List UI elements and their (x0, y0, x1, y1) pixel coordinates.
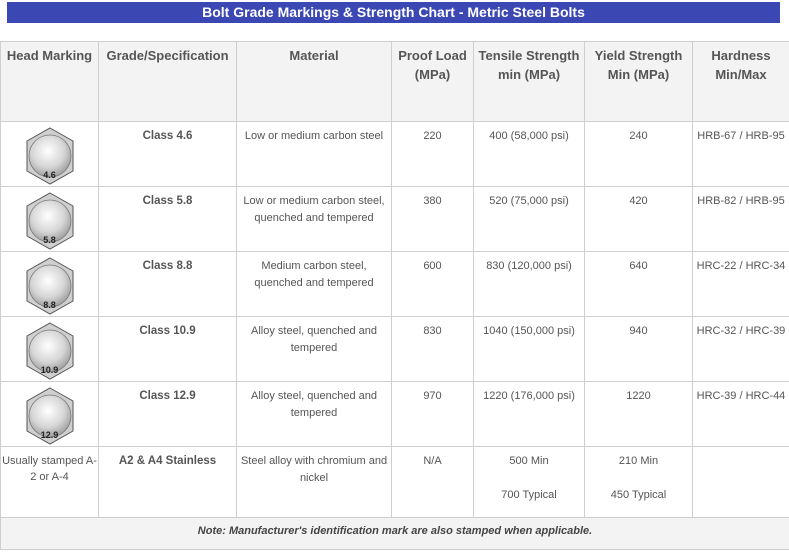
tensile-cell: 830 (120,000 psi) (473, 251, 585, 317)
material-cell: Alloy steel, quenched and tempered (236, 316, 392, 382)
bolt-head-icon: 8.8 (24, 256, 76, 316)
tensile-cell: 500 Min 700 Typical (473, 446, 585, 518)
tensile-cell: 1220 (176,000 psi) (473, 381, 585, 447)
material-cell: Low or medium carbon steel (236, 121, 392, 187)
head-marking-label: 8.8 (43, 299, 56, 310)
tensile-min: 500 Min (509, 455, 549, 467)
bolt-head-icon: 12.9 (24, 386, 76, 446)
yield-cell: 940 (584, 316, 693, 382)
col-yield: Yield Strength Min (MPa) (584, 41, 693, 122)
grade-cell: Class 4.6 (98, 121, 237, 187)
bolt-head-icon: 10.9 (24, 321, 76, 381)
yield-typical: 450 Typical (610, 488, 667, 501)
stamp-marking: Usually stamped A-2 or A-4 (0, 446, 99, 518)
hardness-cell (692, 446, 789, 518)
grade-cell: Class 8.8 (98, 251, 237, 317)
note-row: Note: Manufacturer's identification mark… (0, 517, 789, 550)
tensile-cell: 400 (58,000 psi) (473, 121, 585, 187)
yield-cell: 240 (584, 121, 693, 187)
head-marking-cell: 8.8 (0, 251, 99, 317)
col-material: Material (236, 41, 392, 122)
proof-cell: 830 (391, 316, 474, 382)
col-hardness: Hardness Min/Max (692, 41, 789, 122)
tensile-cell: 1040 (150,000 psi) (473, 316, 585, 382)
head-marking-label: 5.8 (43, 234, 56, 245)
table-row: 12.9 Class 12.9 Alloy steel, quenched and … (0, 381, 789, 447)
footnote: Note: Manufacturer's identification mark… (0, 517, 789, 550)
hardness-cell: HRC-22 / HRC-34 (692, 251, 789, 317)
material-cell: Alloy steel, quenched and tempered (236, 381, 392, 447)
yield-cell: 1220 (584, 381, 693, 447)
grade-cell: Class 10.9 (98, 316, 237, 382)
proof-cell: 600 (391, 251, 474, 317)
proof-cell: 970 (391, 381, 474, 447)
col-grade: Grade/Specification (98, 41, 237, 122)
head-marking-cell: 10.9 (0, 316, 99, 382)
yield-cell: 420 (584, 186, 693, 252)
hardness-cell: HRB-82 / HRB-95 (692, 186, 789, 252)
table-row: 5.8 Class 5.8 Low or medium carbon steel, … (0, 186, 789, 252)
page-title: Bolt Grade Markings & Strength Chart - M… (7, 2, 780, 23)
col-proof-load: Proof Load (MPa) (391, 41, 474, 122)
tensile-cell: 520 (75,000 psi) (473, 186, 585, 252)
grade-cell: Class 5.8 (98, 186, 237, 252)
bolt-grade-table: Head Marking Grade/Specification Materia… (0, 41, 789, 550)
proof-cell: N/A (391, 446, 474, 518)
material-cell: Low or medium carbon steel, quenched and… (236, 186, 392, 252)
head-marking-cell: 5.8 (0, 186, 99, 252)
material-cell: Steel alloy with chromium and nickel (236, 446, 392, 518)
material-cell: Medium carbon steel, quenched and temper… (236, 251, 392, 317)
hardness-cell: HRC-32 / HRC-39 (692, 316, 789, 382)
table-row: Usually stamped A-2 or A-4 A2 & A4 Stain… (0, 446, 789, 518)
grade-cell: Class 12.9 (98, 381, 237, 447)
bolt-head-icon: 4.6 (24, 126, 76, 186)
proof-cell: 380 (391, 186, 474, 252)
proof-cell: 220 (391, 121, 474, 187)
head-marking-label: 4.6 (43, 169, 56, 180)
col-tensile: Tensile Strength min (MPa) (473, 41, 585, 122)
col-head-marking: Head Marking (0, 41, 99, 122)
bolt-head-icon: 5.8 (24, 191, 76, 251)
table-row: 8.8 Class 8.8 Medium carbon steel, quenche… (0, 251, 789, 317)
hardness-cell: HRC-39 / HRC-44 (692, 381, 789, 447)
hardness-cell: HRB-67 / HRB-95 (692, 121, 789, 187)
head-marking-cell: 12.9 (0, 381, 99, 447)
table-header-row: Head Marking Grade/Specification Materia… (0, 41, 789, 122)
yield-cell: 640 (584, 251, 693, 317)
yield-min: 210 Min (618, 455, 659, 467)
table-row: 10.9 Class 10.9 Alloy steel, quenched and … (0, 316, 789, 382)
tensile-typical: 700 Typical (501, 488, 557, 501)
head-marking-label: 10.9 (40, 364, 59, 375)
head-marking-label: 12.9 (40, 429, 59, 440)
table-row: 4.6 Class 4.6 Low or medium carbon steel 22… (0, 121, 789, 187)
yield-cell: 210 Min 450 Typical (584, 446, 693, 518)
grade-cell: A2 & A4 Stainless (98, 446, 237, 518)
head-marking-cell: 4.6 (0, 121, 99, 187)
